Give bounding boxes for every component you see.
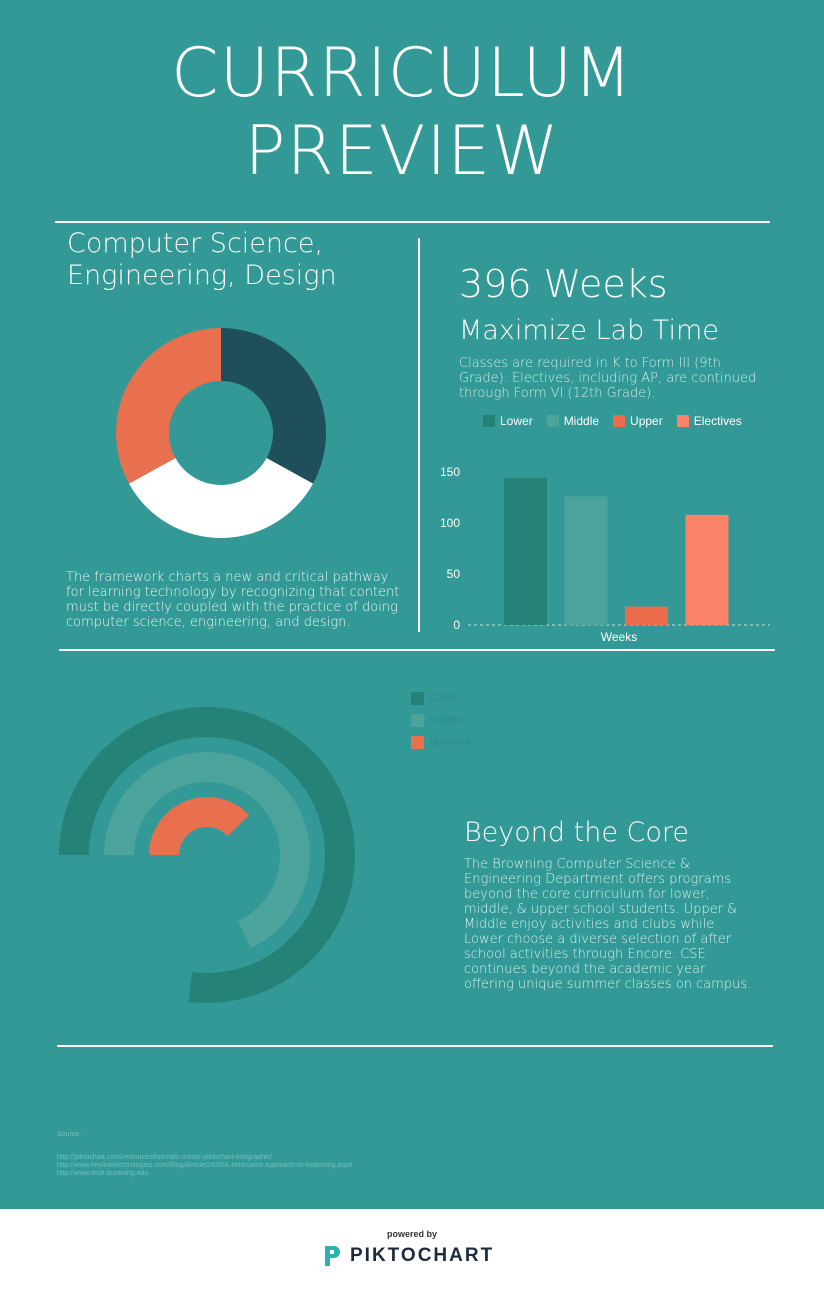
- legend-item-upper: Upper: [613, 414, 663, 428]
- radial-legend-summer: Summer: [411, 731, 471, 753]
- left-heading-line2: Engineering, Design: [67, 260, 337, 291]
- center-divider: [418, 238, 420, 632]
- lab-time-heading: Maximize Lab Time: [459, 315, 719, 346]
- bar-upper: [625, 606, 668, 625]
- source-links: http://piktochart.com/resources/tutorial…: [57, 1154, 352, 1178]
- piktochart-brand: PIKTOCHART: [350, 1245, 495, 1266]
- legend-label-electives: Electives: [693, 414, 742, 428]
- bar-lower: [504, 478, 547, 625]
- radial-legend-label-encore: Encore: [429, 714, 464, 726]
- middle-divider: [59, 649, 775, 651]
- legend-swatch-middle: [546, 415, 559, 427]
- source-link-3[interactable]: http://www.tech.browning.edu: [57, 1170, 149, 1177]
- left-description: The framework charts a new and critical …: [66, 570, 400, 630]
- beyond-heading: Beyond the Core: [464, 817, 690, 848]
- legend-label-lower: Lower: [500, 414, 533, 428]
- source-label: Source:: [57, 1131, 82, 1138]
- donut-slice: [221, 328, 326, 484]
- legend-swatch-lower: [483, 415, 495, 427]
- legend-swatch-summer: [411, 735, 424, 749]
- radial-bar-encore: [104, 752, 310, 949]
- donut-slice: [128, 458, 314, 538]
- bar-chart-legend: Lower Middle Upper Electives: [483, 414, 756, 428]
- donut-slice: [116, 328, 221, 484]
- legend-swatch-electives: [676, 415, 689, 427]
- radial-bar-summer: [149, 797, 250, 856]
- lab-time-description: Classes are required in K to Form III (9…: [459, 356, 757, 401]
- bottom-divider: [57, 1045, 773, 1047]
- source-link-1[interactable]: http://piktochart.com/resources/tutorial…: [57, 1154, 273, 1161]
- y-tick-label: 0: [453, 618, 460, 632]
- radial-legend-label-clubs: Clubs: [429, 692, 458, 704]
- legend-swatch-upper: [613, 415, 626, 427]
- piktochart-logo[interactable]: PIKTOCHART: [322, 1244, 494, 1268]
- x-axis-label: Weeks: [601, 630, 637, 644]
- bar-chart: 0 50 100 150 Weeks: [440, 465, 770, 644]
- left-heading: Computer Science, Engineering, Design: [67, 228, 397, 292]
- legend-label-middle: Middle: [563, 414, 600, 428]
- y-tick-label: 100: [440, 516, 460, 530]
- legend-item-electives: Electives: [676, 414, 742, 428]
- legend-item-middle: Middle: [546, 414, 600, 428]
- radial-legend-encore: Encore: [411, 709, 471, 731]
- legend-swatch-clubs: [411, 691, 424, 705]
- radial-legend-label-summer: Summer: [429, 736, 471, 748]
- legend-swatch-encore: [411, 713, 424, 727]
- radial-legend: Clubs Encore Summer: [411, 687, 471, 753]
- bar-electives: [685, 514, 729, 625]
- piktochart-logo-icon: [325, 1246, 340, 1266]
- page-title-line1: CURRICULUM: [171, 34, 633, 113]
- donut-chart: [116, 328, 326, 538]
- beyond-text: The Browning Computer Science & Engineer…: [464, 857, 752, 992]
- powered-by-label: powered by: [386, 1229, 437, 1239]
- radial-legend-clubs: Clubs: [411, 687, 471, 709]
- y-tick-label: 50: [447, 567, 461, 581]
- weeks-total: 396 Weeks: [459, 262, 668, 306]
- source-link-2[interactable]: http://www.keylineelectrologies.com/Blog…: [57, 1162, 353, 1169]
- bar-middle: [564, 496, 608, 625]
- legend-label-upper: Upper: [630, 414, 663, 428]
- radial-bar-clubs: [59, 707, 355, 1003]
- y-tick-label: 150: [440, 465, 460, 479]
- legend-item-lower: Lower: [483, 414, 533, 428]
- top-divider: [55, 221, 770, 223]
- page-title-line2: PREVIEW: [244, 112, 560, 191]
- radial-bar-chart: [59, 707, 355, 1003]
- left-heading-line1: Computer Science,: [67, 228, 324, 259]
- footer: powered by PIKTOCHART: [0, 1209, 824, 1289]
